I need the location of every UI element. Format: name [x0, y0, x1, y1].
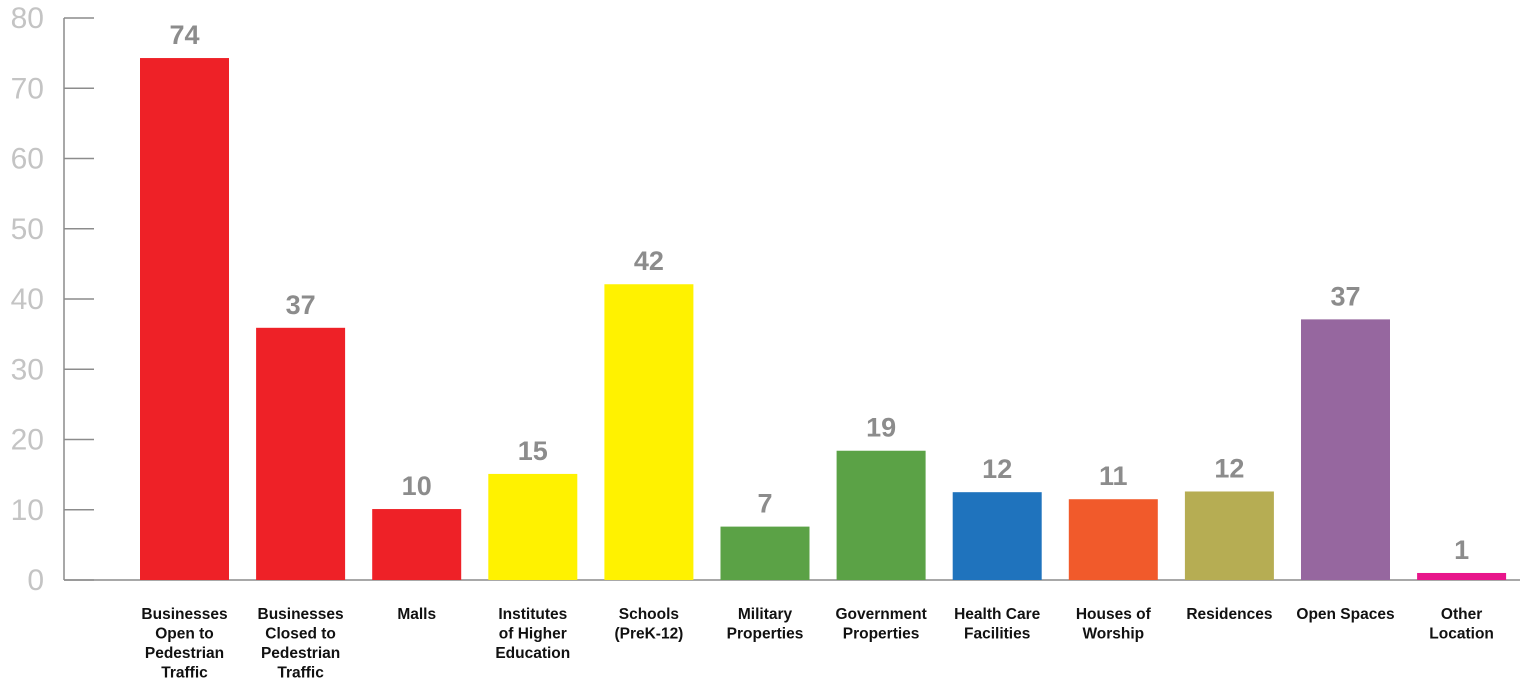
category-label-line: Properties: [843, 626, 920, 643]
category-label-line: Government: [835, 606, 926, 623]
bar: [604, 284, 694, 580]
category-label-line: Health Care: [954, 606, 1041, 623]
category-label: Other Location: [1429, 606, 1494, 643]
category-label-line: Military: [738, 606, 793, 623]
bar: [1184, 491, 1274, 580]
category-label-line: Closed to: [265, 626, 336, 643]
y-tick-label: 30: [11, 353, 44, 386]
bar: [488, 473, 578, 580]
category-label-line: Businesses: [258, 606, 344, 623]
bar-value-label: 42: [634, 246, 664, 276]
bar: [1301, 319, 1390, 580]
category-label-line: Businesses: [141, 606, 227, 623]
category-label-line: Institutes: [498, 606, 567, 623]
category-label-line: Residences: [1186, 606, 1272, 623]
y-tick-label: 80: [11, 2, 44, 35]
category-label-line: Traffic: [277, 665, 324, 682]
bar-value-label: 37: [1330, 281, 1360, 311]
category-label: Businesses Open to Pedestrian Traffic: [141, 606, 227, 682]
y-tick-label: 20: [11, 424, 44, 457]
category-label-line: Education: [495, 645, 570, 662]
bar-value-label: 19: [866, 413, 896, 443]
category-label-line: Open Spaces: [1296, 606, 1394, 623]
category-label-line: Open to: [155, 626, 214, 643]
category-label-line: Other: [1441, 606, 1482, 623]
category-label: Military Properties: [727, 606, 804, 643]
bar-value-label: 12: [1214, 453, 1244, 483]
bar: [1068, 499, 1158, 580]
bar-value-label: 10: [402, 471, 432, 501]
category-label: Residences: [1186, 606, 1272, 623]
category-label: Health Care Facilities: [954, 606, 1041, 643]
category-label-line: Properties: [727, 626, 804, 643]
category-label-line: Schools: [619, 606, 679, 623]
bar: [140, 58, 229, 581]
category-label-line: Facilities: [964, 626, 1030, 643]
category-label-line: Houses of: [1076, 606, 1152, 623]
bar-value-label: 11: [1099, 461, 1128, 491]
category-label-line: Worship: [1082, 626, 1144, 643]
bar: [952, 492, 1042, 580]
category-label-line: Traffic: [161, 665, 208, 682]
bar-value-label: 15: [518, 436, 548, 466]
category-label-line: (PreK-12): [614, 626, 683, 643]
category-label-line: of Higher: [499, 626, 567, 643]
category-label: Businesses Closed to Pedestrian Traffic: [258, 606, 344, 682]
category-label: Institutes of Higher Education: [495, 606, 570, 662]
bar-value-label: 37: [286, 290, 316, 320]
category-label-line: Malls: [397, 606, 436, 623]
bar-value-label: 1: [1454, 535, 1469, 565]
y-tick-label: 60: [11, 143, 44, 176]
category-label: Open Spaces: [1296, 606, 1394, 623]
bar: [372, 509, 462, 580]
y-tick-label: 10: [11, 494, 44, 527]
category-label: Houses of Worship: [1076, 606, 1152, 643]
label-layer: 74 Businesses Open to Pedestrian Traffic 37 Bu…: [141, 20, 1493, 681]
category-label-line: Pedestrian: [145, 645, 224, 662]
bar-layer: [140, 58, 1507, 581]
category-label-line: Location: [1429, 626, 1494, 643]
bar: [256, 327, 346, 580]
bar: [836, 450, 926, 580]
bar-value-label: 12: [982, 454, 1012, 484]
y-tick-label: 0: [27, 564, 44, 597]
category-label: Government Properties: [835, 606, 926, 643]
bar-value-label: 74: [169, 20, 199, 50]
category-label: Schools (PreK-12): [614, 606, 683, 643]
y-tick-label: 70: [11, 72, 44, 105]
y-tick-label: 40: [11, 283, 44, 316]
bar: [720, 526, 810, 580]
category-label: Malls: [397, 606, 436, 623]
bar: [1417, 572, 1507, 580]
category-label-line: Pedestrian: [261, 645, 340, 662]
y-tick-label: 50: [11, 213, 44, 246]
bar-value-label: 7: [757, 489, 772, 519]
